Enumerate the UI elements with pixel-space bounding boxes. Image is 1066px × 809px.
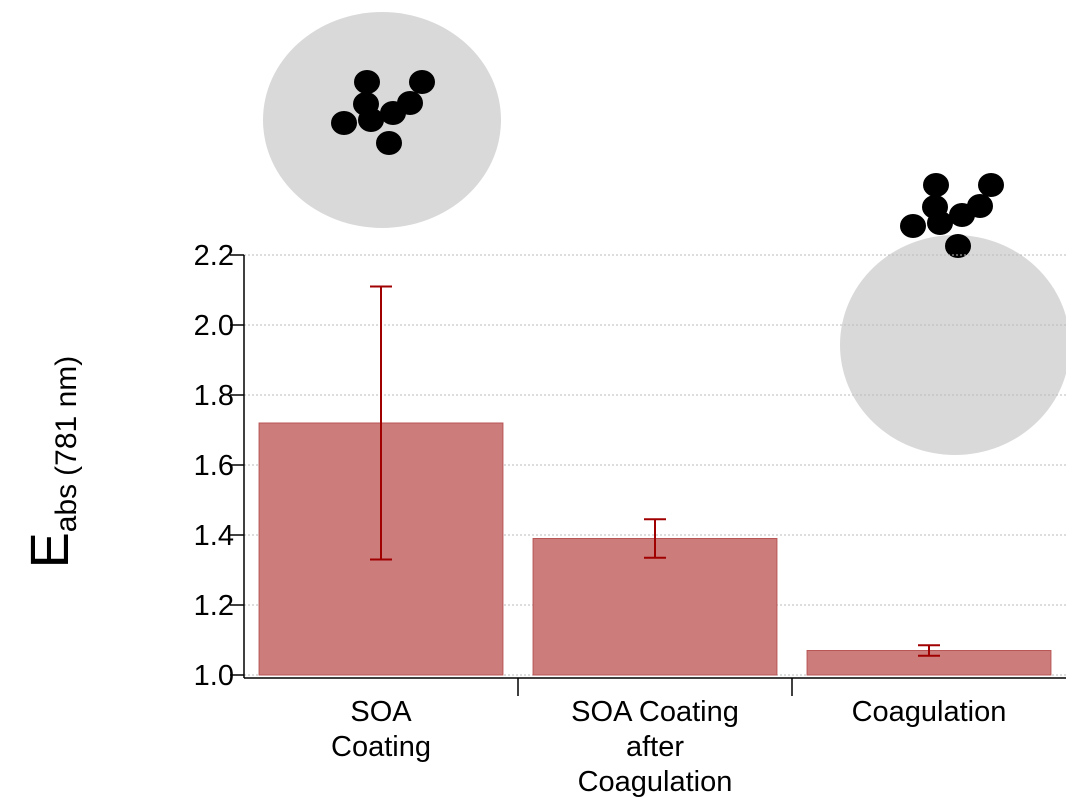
coagulated-particle (840, 235, 1066, 455)
x-tick-label: SOA Coating (571, 696, 739, 728)
y-label-suffix: (781 nm) (50, 356, 83, 476)
y-tick-label: 1.4 (194, 520, 234, 552)
x-tick-label: Coagulation (852, 696, 1007, 728)
x-tick-label: Coagulation (578, 766, 733, 798)
illustration (263, 12, 1066, 455)
bar (533, 539, 777, 676)
x-tick-label: Coating (331, 731, 431, 763)
y-tick-label: 1.0 (194, 660, 234, 692)
x-tick-label: SOA (350, 696, 412, 728)
y-tick-label: 1.8 (194, 380, 234, 412)
y-tick-label: 1.6 (194, 450, 234, 482)
y-tick-label: 2.0 (194, 310, 234, 342)
x-tick-label: after (626, 731, 684, 763)
y-label-main: E (20, 532, 80, 568)
y-tick-label: 2.2 (194, 240, 234, 272)
y-tick-label: 1.2 (194, 590, 234, 622)
chart: Eabs(781 nm) 1.01.21.41.61.82.02.2SOACoa… (0, 0, 1066, 809)
y-label-subscript: abs (50, 484, 83, 532)
y-axis-label: Eabs (781 nm) (20, 356, 83, 568)
